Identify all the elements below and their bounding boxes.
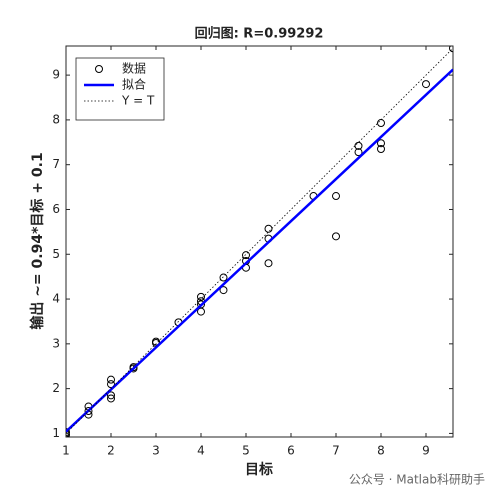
marks xyxy=(66,46,453,437)
data-point xyxy=(422,80,430,89)
x-axis-label: 目标 xyxy=(245,461,273,478)
y-tick-label: 7 xyxy=(52,157,60,171)
data-point xyxy=(107,375,115,384)
x-tick-label: 8 xyxy=(377,444,385,458)
y-axis-label: 输出 ~= 0.94*目标 + 0.1 xyxy=(29,152,46,329)
y-tick-label: 8 xyxy=(52,112,60,126)
y-tick-label: 9 xyxy=(52,68,60,82)
chart-title: 回归图: R=0.99292 xyxy=(195,26,324,42)
x-tick-label: 7 xyxy=(332,444,340,458)
data-point xyxy=(107,380,115,389)
x-tick-label: 5 xyxy=(242,444,250,458)
x-tick-label: 4 xyxy=(197,444,205,458)
data-point xyxy=(264,224,273,233)
data-point xyxy=(219,286,228,295)
data-point xyxy=(242,251,250,260)
series-line xyxy=(66,47,453,434)
legend-label: Y = T xyxy=(121,94,155,108)
data-point xyxy=(332,192,340,201)
data-point xyxy=(449,46,453,53)
data-point xyxy=(197,307,205,316)
legend-box xyxy=(75,57,165,121)
data-point xyxy=(377,145,385,154)
x-tick-label: 9 xyxy=(422,444,430,458)
data-point xyxy=(332,232,340,241)
data-point xyxy=(219,273,228,282)
data-point xyxy=(107,391,115,400)
legend-label: 拟合 xyxy=(122,77,146,92)
y-tick-label: 1 xyxy=(52,426,60,440)
y-tick-label: 2 xyxy=(52,381,60,395)
data-point xyxy=(66,428,70,437)
data-point xyxy=(129,364,138,373)
data-point xyxy=(107,394,115,403)
data-point xyxy=(354,148,363,157)
data-point xyxy=(354,141,363,150)
data-point xyxy=(377,139,385,148)
series-line xyxy=(66,68,453,433)
x-tick-label: 2 xyxy=(107,444,115,458)
y-tick-label: 5 xyxy=(52,247,60,261)
data-point xyxy=(264,259,273,268)
y-tick-label: 3 xyxy=(52,336,60,350)
x-tick-label: 1 xyxy=(62,444,70,458)
x-tick-label: 3 xyxy=(152,444,160,458)
data-point xyxy=(197,292,205,301)
x-tick-label: 6 xyxy=(287,444,295,458)
y-tick-label: 6 xyxy=(52,202,60,216)
legend-marker xyxy=(95,65,103,73)
y-tick-label: 4 xyxy=(52,292,60,306)
legend-label: 数据 xyxy=(122,61,146,76)
watermark: 公众号 · Matlab科研助手 xyxy=(349,473,485,487)
data-point xyxy=(84,407,93,416)
